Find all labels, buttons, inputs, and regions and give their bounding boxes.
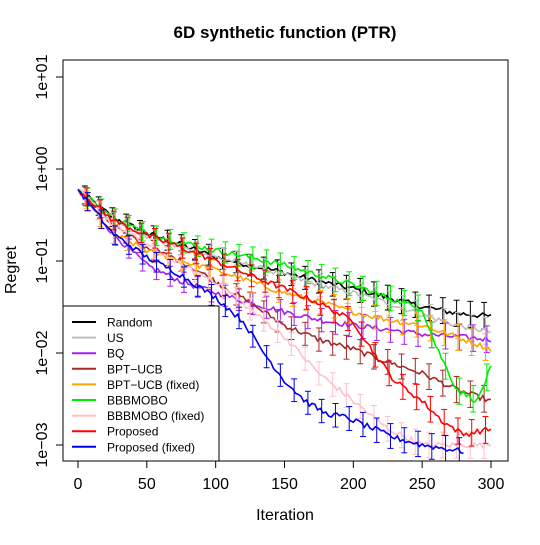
y-axis: 1e−03 1e−02 1e−01 1e+00 1e+01 <box>34 54 63 467</box>
legend-label: BBBMOBO <box>107 394 168 408</box>
legend-label: Proposed <box>107 425 158 439</box>
x-tick-label: 150 <box>271 476 298 493</box>
legend-label: BPT−UCB (fixed) <box>107 378 199 392</box>
x-tick-label: 50 <box>138 476 156 493</box>
chart-title: 6D synthetic function (PTR) <box>174 23 397 42</box>
series-layer <box>77 185 492 461</box>
y-tick-label: 1e−03 <box>34 422 51 467</box>
x-axis-label: Iteration <box>256 507 314 524</box>
x-tick-label: 250 <box>409 476 436 493</box>
y-axis-label: Regret <box>3 245 20 294</box>
series-line <box>77 188 492 343</box>
legend-label: BBBMOBO (fixed) <box>107 409 204 423</box>
x-tick-label: 200 <box>340 476 367 493</box>
legend-label: Random <box>107 316 152 330</box>
series-line <box>77 188 492 333</box>
series-line <box>77 189 492 438</box>
y-tick-label: 1e−02 <box>34 330 51 375</box>
x-tick-label: 300 <box>478 476 505 493</box>
x-tick-label: 0 <box>74 476 83 493</box>
series-line <box>77 188 492 353</box>
legend-label: BQ <box>107 347 124 361</box>
x-axis: 0 50 100 150 200 250 300 <box>74 461 505 493</box>
series-7 <box>77 187 492 447</box>
series-line <box>77 188 492 319</box>
y-tick-label: 1e+01 <box>34 54 51 99</box>
series-line <box>77 188 492 403</box>
x-tick-label: 100 <box>202 476 229 493</box>
legend-label: BPT−UCB <box>107 362 163 376</box>
series-8 <box>77 188 464 461</box>
y-tick-label: 1e+00 <box>34 146 51 191</box>
y-tick-label: 1e−01 <box>34 238 51 283</box>
legend-label: US <box>107 331 124 345</box>
legend-label: Proposed (fixed) <box>107 440 195 454</box>
